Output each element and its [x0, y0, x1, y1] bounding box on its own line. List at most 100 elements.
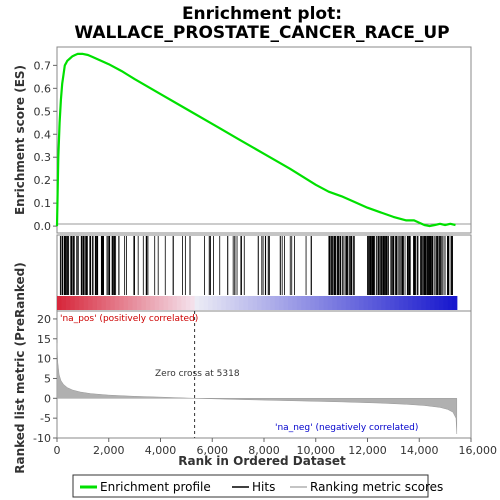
x-axis-label: Rank in Ordered Dataset	[178, 454, 346, 468]
rank-color-cell	[216, 296, 222, 310]
rank-color-cell	[132, 296, 138, 310]
rank-color-cell	[101, 296, 107, 310]
rank-color-cell	[208, 296, 214, 310]
rank-color-cell	[336, 296, 342, 310]
rank-color-cell	[234, 296, 240, 310]
rank-color-cell	[305, 296, 311, 310]
x-tick-label: 4,000	[145, 444, 177, 457]
rank-color-cell	[154, 296, 160, 310]
x-tick-label: 0	[54, 444, 61, 457]
x-tick-label: 16,000	[459, 444, 498, 457]
rank-color-cell	[434, 296, 440, 310]
x-tick-label: 6,000	[197, 444, 229, 457]
rank-color-cell	[221, 296, 227, 310]
rank-color-cell	[327, 296, 333, 310]
rank-color-cell	[88, 296, 94, 310]
es-y-tick-label: 0.6	[34, 82, 52, 95]
rank-color-cell	[252, 296, 258, 310]
rank-color-cell	[319, 296, 325, 310]
rank-color-cell	[57, 296, 63, 310]
es-y-tick-label: 0.5	[34, 105, 52, 118]
es-y-tick-label: 0.7	[34, 59, 52, 72]
rank-color-cell	[279, 296, 285, 310]
hit-markers	[59, 236, 453, 295]
rank-color-cell	[61, 296, 67, 310]
rank-color-cell	[270, 296, 276, 310]
es-y-tick-label: 0.3	[34, 151, 52, 164]
rank-color-cell	[265, 296, 271, 310]
rank-color-cell	[354, 296, 360, 310]
rank-color-cell	[341, 296, 347, 310]
metric-y-tick-label: 5	[44, 372, 51, 385]
metric-x-ticks: 0 2,000 4,000 6,000 8,000 10,000 12,000 14,000 1…	[54, 438, 498, 457]
rank-color-cell	[239, 296, 245, 310]
rank-color-cell	[230, 296, 236, 310]
rank-color-cell	[332, 296, 338, 310]
metric-y-tick-label: -5	[40, 412, 51, 425]
legend-enrichment-label: Enrichment profile	[100, 480, 211, 494]
rank-color-cell	[199, 296, 205, 310]
rank-color-cell	[443, 296, 449, 310]
rank-color-cell	[194, 296, 200, 310]
rank-color-cell	[314, 296, 320, 310]
rank-color-cell	[292, 296, 298, 310]
rank-color-cell	[105, 296, 111, 310]
rank-color-cell	[203, 296, 209, 310]
ranking-metric-area	[56, 342, 458, 435]
rank-color-cell	[65, 296, 71, 310]
rank-color-cell	[376, 296, 382, 310]
es-panel-frame	[56, 46, 472, 234]
x-tick-label: 12,000	[348, 444, 387, 457]
rank-color-cell	[447, 296, 453, 310]
zero-cross-label: Zero cross at 5318	[155, 369, 240, 379]
rank-color-cell	[363, 296, 369, 310]
rank-color-cell	[274, 296, 280, 310]
rank-color-cell	[190, 296, 196, 310]
rank-color-cell	[381, 296, 387, 310]
rank-color-cell	[296, 296, 302, 310]
rank-color-cell	[399, 296, 405, 310]
metric-y-tick-label: 10	[37, 353, 51, 366]
rank-color-cell	[110, 296, 116, 310]
rank-color-cell	[310, 296, 316, 310]
rank-color-cell	[248, 296, 254, 310]
rank-color-cell	[225, 296, 231, 310]
neg-correlated-label: 'na_neg' (negatively correlated)	[275, 423, 418, 433]
rank-color-cell	[136, 296, 142, 310]
x-tick-label: 2,000	[93, 444, 125, 457]
rank-color-cell	[114, 296, 120, 310]
rank-color-cell	[163, 296, 169, 310]
rank-color-cell	[119, 296, 125, 310]
rank-color-cell	[212, 296, 218, 310]
rank-color-cell	[407, 296, 413, 310]
rank-color-cell	[128, 296, 134, 310]
rank-color-cell	[185, 296, 191, 310]
metric-y-tick-label: 15	[37, 333, 51, 346]
rank-color-cell	[168, 296, 174, 310]
rank-color-cell	[123, 296, 129, 310]
rank-color-cell	[452, 296, 458, 310]
rank-color-cell	[176, 296, 182, 310]
plot-title-line1: Enrichment plot:	[182, 4, 342, 24]
rank-color-cell	[430, 296, 436, 310]
rank-color-cell	[301, 296, 307, 310]
rank-color-cell	[385, 296, 391, 310]
metric-panel-frame	[56, 310, 472, 439]
rank-color-cell	[283, 296, 289, 310]
metric-y-axis-label: Ranked list metric (PreRanked)	[13, 262, 27, 474]
rank-color-cell	[96, 296, 103, 310]
rank-color-cell	[150, 296, 156, 310]
rank-color-cell	[256, 296, 262, 310]
es-y-tick-label: 0.4	[34, 128, 52, 141]
es-y-tick-label: 0.2	[34, 174, 52, 187]
rank-color-cell	[367, 296, 373, 310]
rank-color-cell	[287, 296, 294, 310]
es-y-axis-label: Enrichment score (ES)	[13, 65, 27, 215]
rank-color-cell	[403, 296, 409, 310]
rank-color-cell	[243, 296, 249, 310]
metric-y-tick-label: -10	[33, 432, 51, 445]
metric-y-tick-label: 0	[44, 392, 51, 405]
enrichment-profile-line	[55, 52, 456, 228]
rank-color-cell	[421, 296, 427, 310]
